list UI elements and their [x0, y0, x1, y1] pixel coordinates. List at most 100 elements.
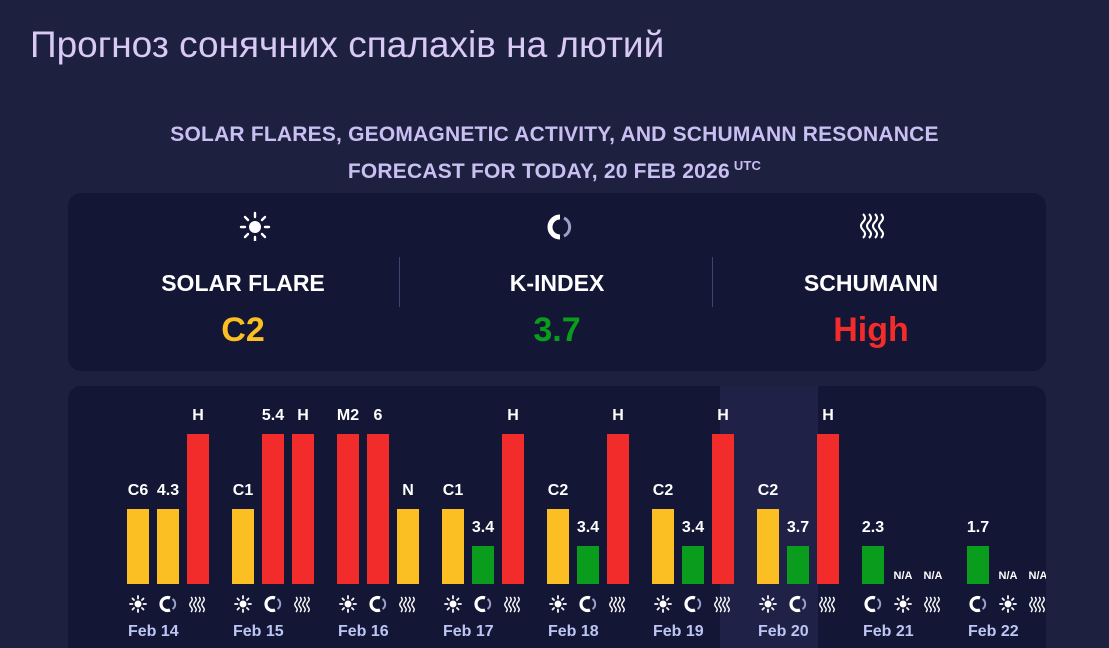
k-index-metric: K-INDEX 3.7 — [394, 193, 720, 371]
bar-value-label: H — [717, 407, 729, 424]
forecast-bar-schumann — [292, 434, 314, 584]
today-summary-card: SOLAR FLARE C2 K-INDEX 3.7 SCHUMANN High — [68, 193, 1046, 371]
forecast-bar-k-index — [472, 546, 494, 584]
bar-value-label: 6 — [373, 407, 383, 424]
wave-icon — [189, 596, 205, 613]
forecast-bar-solar-flare — [337, 434, 359, 584]
magnet-icon — [579, 595, 597, 613]
bar-value-label-na: N/A — [998, 570, 1018, 582]
bar-value-label: C2 — [652, 482, 674, 499]
k-index-label: K-INDEX — [509, 270, 605, 296]
day-date-label: Feb 22 — [968, 623, 1019, 640]
bar-value-label: M2 — [336, 407, 360, 424]
bar-value-label: H — [297, 407, 309, 424]
bar-value-label: C6 — [127, 482, 149, 499]
subtitle-date-text: FORECAST FOR TODAY, 20 FEB 2026 — [347, 160, 730, 183]
sun-icon — [759, 595, 777, 613]
bar-value-label: 5.4 — [261, 407, 285, 424]
page-title: Прогноз сонячних спалахів на лютий — [30, 24, 665, 65]
forecast-bar-k-index — [577, 546, 599, 584]
bar-value-label: 3.4 — [471, 519, 495, 536]
forecast-bar-schumann — [817, 434, 839, 584]
wave-icon — [714, 596, 730, 613]
forecast-bar-k-index — [682, 546, 704, 584]
bar-value-label: C2 — [757, 482, 779, 499]
bar-value-label: 2.3 — [861, 519, 885, 536]
bar-value-label: N — [402, 482, 414, 499]
forecast-bar-solar-flare — [442, 509, 464, 584]
magnet-icon — [474, 595, 492, 613]
schumann-value: High — [833, 311, 909, 349]
sun-icon — [999, 595, 1017, 613]
bar-value-label: H — [612, 407, 624, 424]
schumann-metric: SCHUMANN High — [708, 193, 1034, 371]
forecast-bar-k-index — [862, 546, 884, 584]
forecast-bar-solar-flare — [127, 509, 149, 584]
forecast-bar-solar-flare — [652, 509, 674, 584]
forecast-bar-schumann — [607, 434, 629, 584]
wave-icon — [609, 596, 625, 613]
sun-icon — [654, 595, 672, 613]
day-date-label: Feb 20 — [758, 623, 809, 640]
day-date-label: Feb 15 — [233, 623, 284, 640]
bar-value-label-na: N/A — [893, 570, 913, 582]
bar-value-label: C1 — [442, 482, 464, 499]
wave-icon — [860, 213, 884, 239]
sun-icon — [339, 595, 357, 613]
bar-value-label: 3.4 — [681, 519, 705, 536]
wave-icon — [819, 596, 835, 613]
magnet-icon — [159, 595, 177, 613]
bar-value-label: H — [192, 407, 204, 424]
forecast-bar-k-index — [157, 509, 179, 584]
magnet-icon — [684, 595, 702, 613]
bar-value-label: 4.3 — [156, 482, 180, 499]
wave-icon — [924, 596, 940, 613]
bar-value-label: 3.4 — [576, 519, 600, 536]
bar-value-label: H — [822, 407, 834, 424]
forecast-bar-solar-flare — [757, 509, 779, 584]
forecast-bar-k-index — [787, 546, 809, 584]
forecast-bar-k-index — [367, 434, 389, 584]
bar-value-label: 3.7 — [786, 519, 810, 536]
magnet-icon — [264, 595, 282, 613]
summary-divider — [712, 257, 713, 307]
sun-icon — [234, 595, 252, 613]
wave-icon — [294, 596, 310, 613]
forecast-bar-solar-flare — [232, 509, 254, 584]
magnet-icon — [864, 595, 882, 613]
solar-flare-metric: SOLAR FLARE C2 — [80, 193, 406, 371]
wave-icon — [504, 596, 520, 613]
solar-flare-value: C2 — [221, 311, 265, 349]
forecast-bar-schumann — [397, 509, 419, 584]
wave-icon — [399, 596, 415, 613]
bar-value-label-na: N/A — [923, 570, 943, 582]
summary-divider — [399, 257, 400, 307]
forecast-subtitle: SOLAR FLARES, GEOMAGNETIC ACTIVITY, AND … — [0, 119, 1109, 187]
magnet-icon — [789, 595, 807, 613]
bar-value-label: H — [507, 407, 519, 424]
forecast-bar-solar-flare — [547, 509, 569, 584]
k-index-value: 3.7 — [533, 311, 581, 349]
sun-icon — [129, 595, 147, 613]
bar-value-label: C1 — [232, 482, 254, 499]
forecast-bar-k-index — [262, 434, 284, 584]
sun-icon — [239, 211, 271, 241]
day-date-label: Feb 16 — [338, 623, 389, 640]
subtitle-line-2: FORECAST FOR TODAY, 20 FEB 2026 UTC — [0, 150, 1109, 187]
solar-flare-label: SOLAR FLARE — [161, 270, 325, 296]
utc-marker: UTC — [733, 158, 762, 173]
forecast-bar-schumann — [712, 434, 734, 584]
day-date-label: Feb 14 — [128, 623, 179, 640]
subtitle-line-1: SOLAR FLARES, GEOMAGNETIC ACTIVITY, AND … — [170, 123, 939, 146]
day-date-label: Feb 19 — [653, 623, 704, 640]
day-date-label: Feb 21 — [863, 623, 914, 640]
day-date-label: Feb 17 — [443, 623, 494, 640]
forecast-bar-schumann — [502, 434, 524, 584]
bar-value-label: C2 — [547, 482, 569, 499]
wave-icon — [1029, 596, 1045, 613]
schumann-label: SCHUMANN — [803, 270, 939, 296]
magnet-icon — [969, 595, 987, 613]
forecast-timeline-chart[interactable]: H C6 4.3 H Feb 14 C1 5.4 H Feb 15 M2 6 N Feb 16 C1 3.4… — [68, 386, 1046, 648]
bar-value-label: 1.7 — [966, 519, 990, 536]
forecast-bar-k-index — [967, 546, 989, 584]
